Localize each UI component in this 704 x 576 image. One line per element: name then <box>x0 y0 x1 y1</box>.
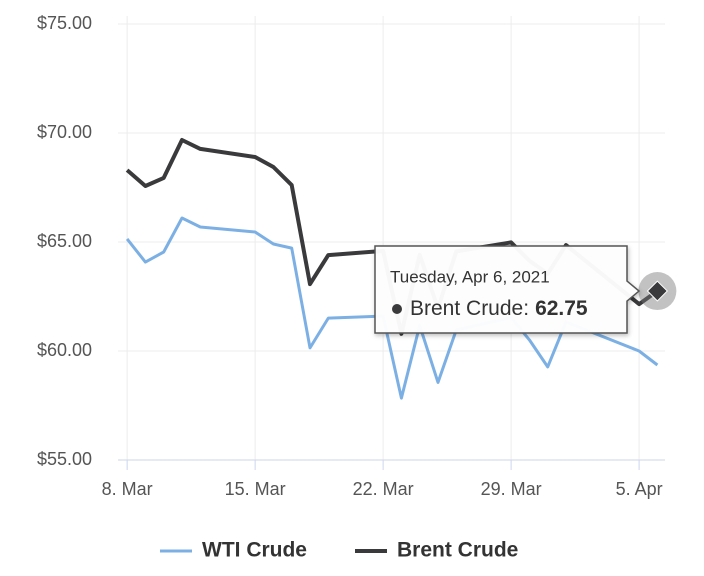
tooltip-value: 62.75 <box>535 297 588 320</box>
legend-label[interactable]: Brent Crude <box>397 539 518 562</box>
y-tick-label: $65.00 <box>37 231 92 251</box>
x-tick-label: 5. Apr <box>616 479 663 499</box>
y-tick-label: $55.00 <box>37 449 92 469</box>
legend-label[interactable]: WTI Crude <box>202 539 307 562</box>
y-tick-label: $70.00 <box>37 122 92 142</box>
hover-marker <box>646 280 668 302</box>
x-tick-label: 29. Mar <box>481 479 542 499</box>
x-tick-label: 8. Mar <box>102 479 153 499</box>
tooltip-text: Brent Crude: 62.75 <box>410 297 588 320</box>
tooltip-bullet <box>392 304 402 314</box>
tooltip-box <box>374 245 641 334</box>
x-tick-label: 22. Mar <box>353 479 414 499</box>
y-tick-label: $75.00 <box>37 13 92 33</box>
x-tick-label: 15. Mar <box>225 479 286 499</box>
tooltip-title: Tuesday, Apr 6, 2021 <box>390 267 550 286</box>
tooltip-label: Brent Crude: <box>410 297 529 320</box>
y-tick-label: $60.00 <box>37 340 92 360</box>
